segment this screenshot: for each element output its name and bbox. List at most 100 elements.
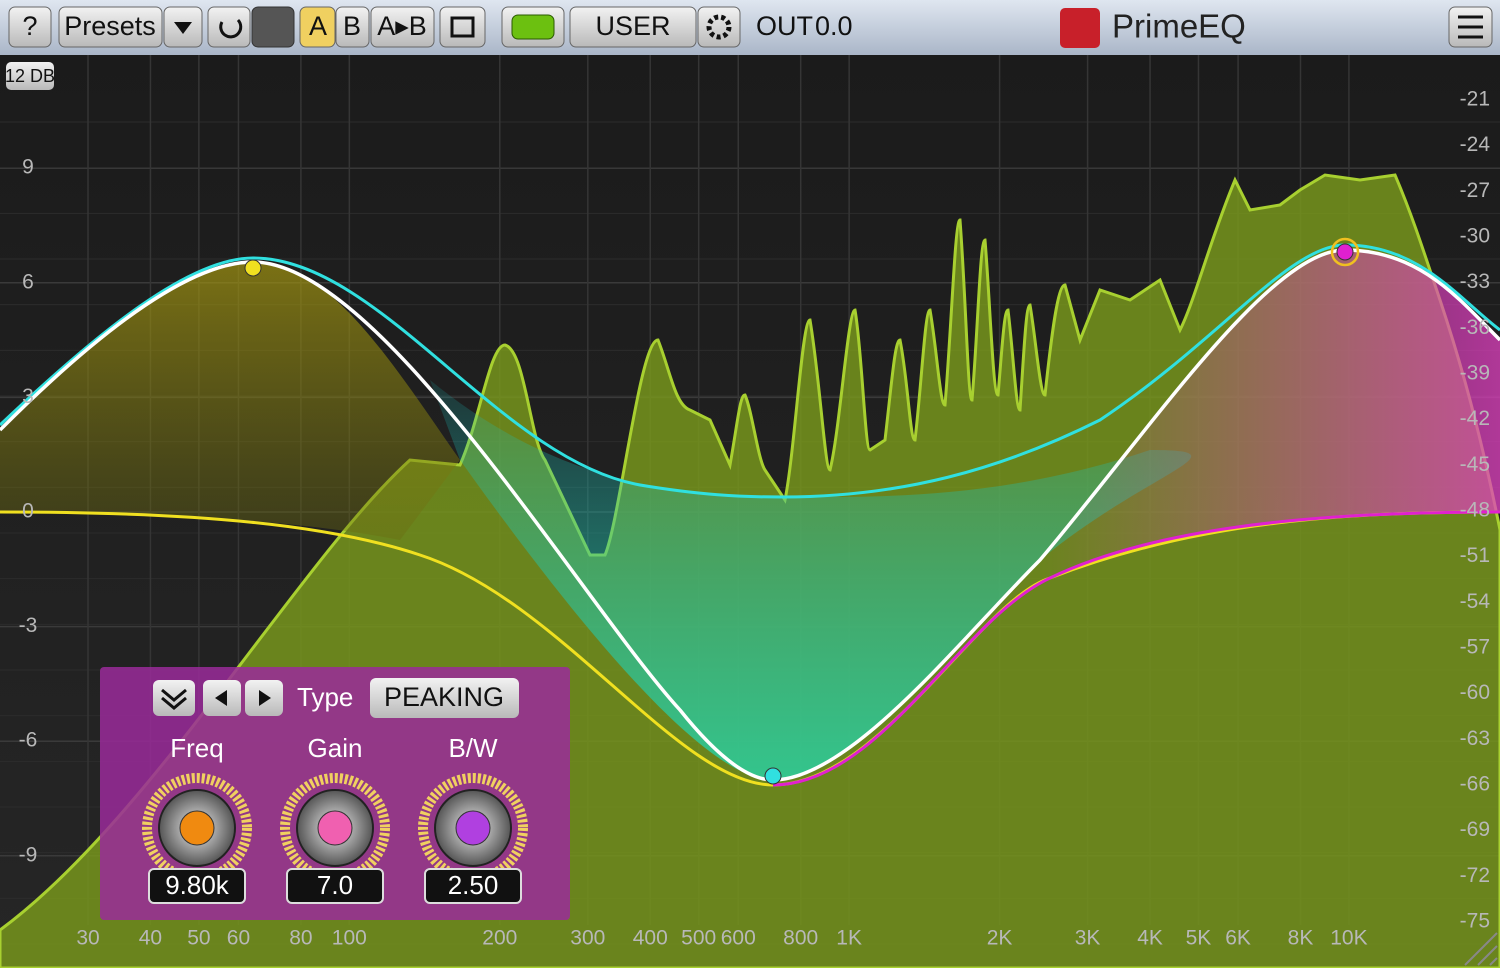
- level-tick-label: -54: [1460, 590, 1491, 613]
- level-tick-label: -45: [1460, 453, 1490, 476]
- level-tick-label: -36: [1460, 316, 1490, 339]
- presets-label: Presets: [64, 11, 156, 41]
- band-high-fill: [1040, 250, 1500, 580]
- range-button[interactable]: [6, 62, 54, 90]
- level-tick-label: -51: [1460, 544, 1490, 567]
- freq-tick-label: 10K: [1330, 927, 1367, 950]
- gain-tick-label: -9: [19, 843, 38, 866]
- control-value: 9.80k: [165, 870, 230, 900]
- gain-tick-label: 0: [22, 500, 34, 523]
- level-tick-label: -66: [1460, 773, 1490, 796]
- presets-button[interactable]: [58, 6, 163, 48]
- level-tick-label: -48: [1460, 499, 1490, 522]
- help-button[interactable]: [8, 6, 52, 48]
- level-tick-label: -63: [1460, 727, 1490, 750]
- freq-tick-label: 300: [570, 927, 605, 950]
- freq-tick-label: 200: [482, 927, 517, 950]
- undo-button[interactable]: [207, 6, 251, 48]
- freq-tick-label: 50: [187, 927, 210, 950]
- control-label: Gain: [308, 733, 363, 763]
- freq-tick-label: 8K: [1288, 927, 1314, 950]
- brand-name: PrimeEQ: [1112, 8, 1246, 45]
- axis-labels: 9630-3-6-9-21-24-27-30-33-36-39-42-45-48…: [19, 88, 1491, 950]
- range-label: 12 DB: [5, 66, 55, 86]
- a-label: A: [309, 11, 327, 41]
- gain-tick-label: 9: [22, 156, 34, 179]
- out-value: 0.0: [815, 11, 853, 41]
- b-label: B: [343, 11, 361, 41]
- toolbar-buttons: ? Presets A B A▸B USER OUT 0.0 PrimeEQ: [8, 6, 1493, 48]
- type-value: PEAKING: [384, 682, 504, 712]
- level-tick-label: -27: [1460, 179, 1490, 202]
- band-node-mid[interactable]: [764, 767, 782, 785]
- resize-grip[interactable]: [1464, 932, 1498, 966]
- knob-arc: [280, 773, 390, 883]
- gain-tick-label: 3: [22, 385, 34, 408]
- freq-tick-label: 600: [721, 927, 756, 950]
- level-tick-label: -60: [1460, 681, 1490, 704]
- level-tick-label: -30: [1460, 225, 1490, 248]
- gain-tick-label: 6: [22, 270, 34, 293]
- gain-tick-label: -6: [19, 729, 38, 752]
- copy-ab-label: A▸B: [377, 11, 427, 41]
- control-value: 2.50: [448, 870, 499, 900]
- next-icon: [259, 690, 271, 706]
- curve-low: [0, 510, 1500, 787]
- undo-icon: [219, 18, 243, 39]
- band-node-low[interactable]: [244, 259, 262, 277]
- out-label: OUT: [756, 11, 813, 41]
- copy-ab-button[interactable]: [370, 6, 435, 48]
- gain-tick-label: -3: [19, 614, 38, 637]
- level-tick-label: -72: [1460, 864, 1490, 887]
- mode-label: USER: [595, 11, 670, 41]
- control-value: 7.0: [317, 870, 353, 900]
- freq-tick-label: 30: [76, 927, 99, 950]
- knobs: Freq 9.80k Gain 7.0 B/W 2.50: [142, 733, 528, 904]
- menu-icon: [1458, 15, 1483, 39]
- freq-tick-label: 4K: [1137, 927, 1163, 950]
- freq-tick-label: 2K: [987, 927, 1013, 950]
- help-label: ?: [22, 11, 37, 41]
- level-tick-label: -69: [1460, 818, 1490, 841]
- curve-alt: [0, 243, 1500, 499]
- type-label: Type: [297, 682, 353, 712]
- collapse-icon: [161, 688, 187, 710]
- settings-icon: [706, 14, 732, 40]
- control-label: B/W: [448, 733, 498, 763]
- freq-tick-label: 1K: [836, 927, 862, 950]
- layout-button[interactable]: [439, 6, 486, 48]
- band-node-ring: [1330, 237, 1360, 267]
- power-led: [511, 14, 555, 40]
- level-tick-label: -33: [1460, 270, 1490, 293]
- band-low-fill: [0, 262, 460, 540]
- freq-tick-label: 40: [139, 927, 162, 950]
- value-box: [148, 868, 246, 904]
- collapse-button[interactable]: [153, 680, 195, 716]
- redo-button[interactable]: [251, 6, 295, 48]
- knob-arc: [142, 773, 252, 883]
- freq-tick-label: 3K: [1075, 927, 1101, 950]
- level-tick-label: -57: [1460, 636, 1490, 659]
- band-node-high[interactable]: [1336, 243, 1354, 261]
- knob-cap: [317, 810, 353, 846]
- mode-button[interactable]: [569, 6, 697, 48]
- freq-tick-label: 400: [633, 927, 668, 950]
- level-tick-label: -42: [1460, 407, 1490, 430]
- freq-tick-label: 5K: [1186, 927, 1212, 950]
- knob-cap: [179, 810, 215, 846]
- settings-button[interactable]: [697, 6, 741, 48]
- type-selector[interactable]: [370, 678, 519, 718]
- a-button[interactable]: [299, 6, 336, 48]
- prev-icon: [215, 690, 227, 706]
- knob-cap: [455, 810, 491, 846]
- freq-tick-label: 800: [783, 927, 818, 950]
- value-box: [286, 868, 384, 904]
- knob-arc: [418, 773, 528, 883]
- curve-high: [772, 510, 1500, 787]
- b-button[interactable]: [335, 6, 370, 48]
- control-label: Freq: [170, 733, 223, 763]
- layout-icon: [450, 16, 475, 38]
- dropdown-arrow: [174, 22, 192, 34]
